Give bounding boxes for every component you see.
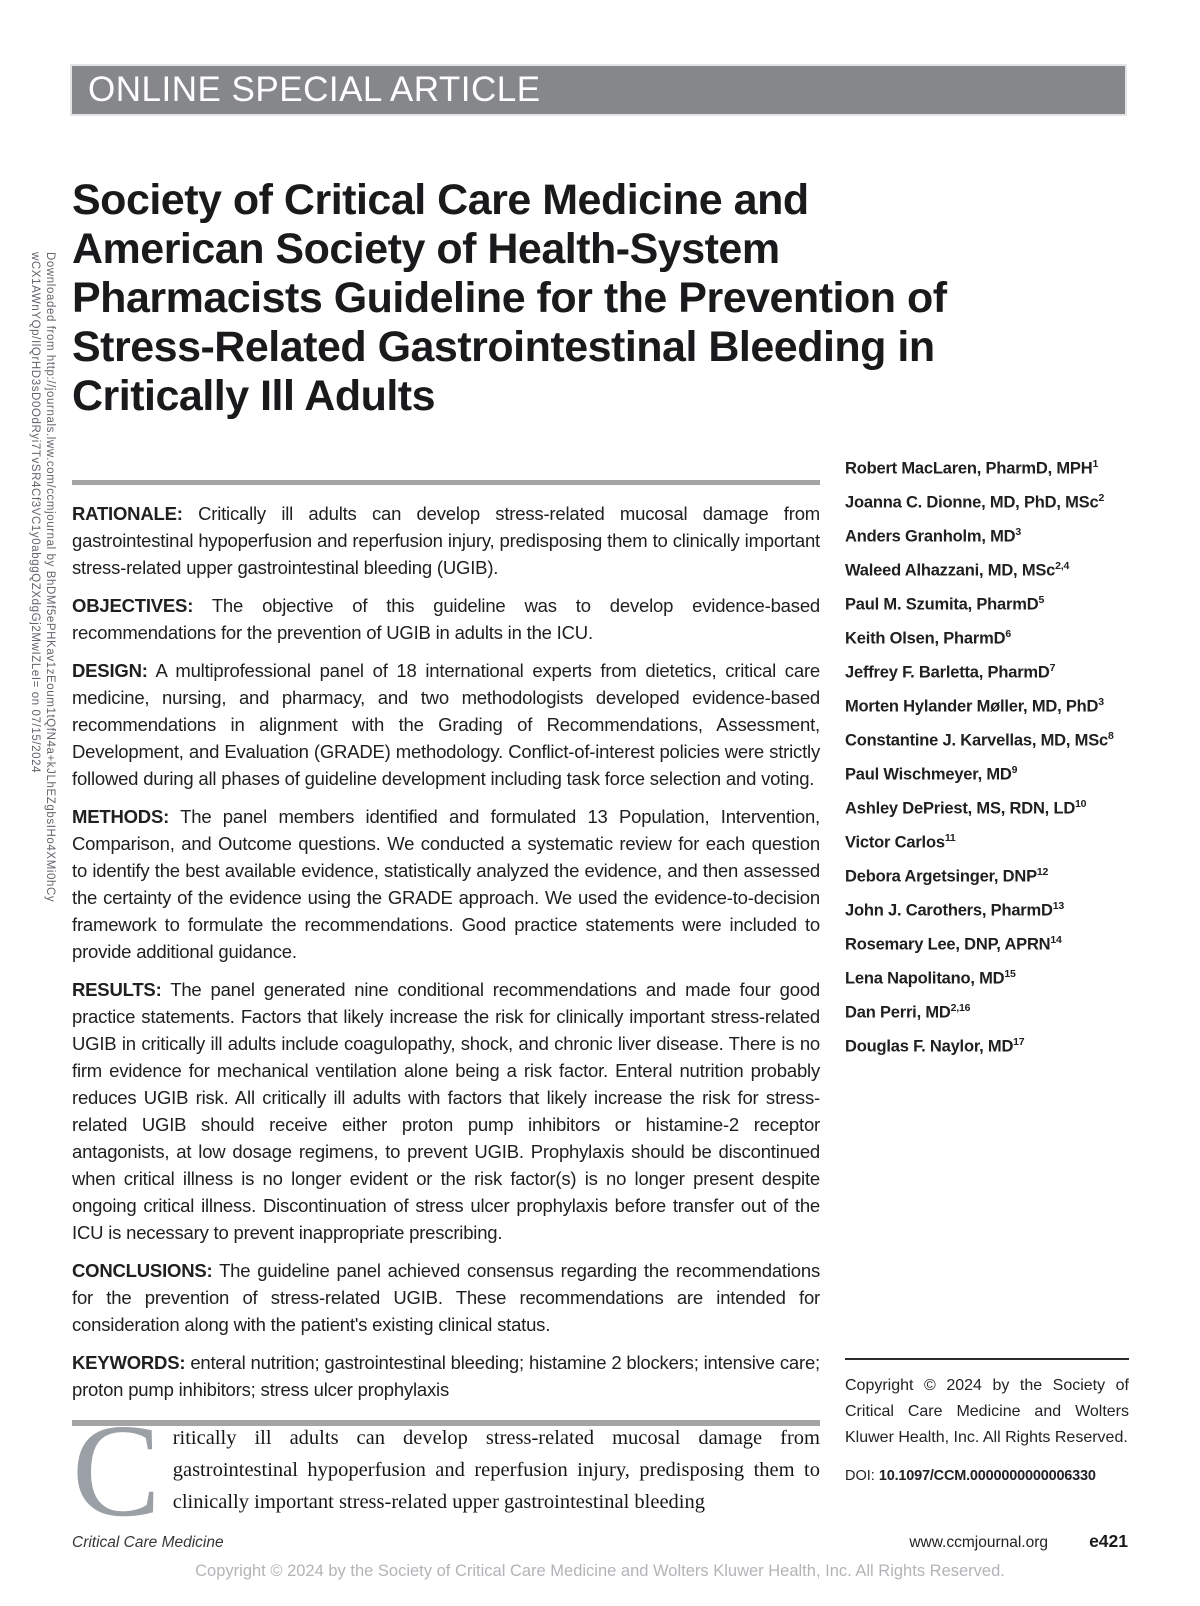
author-name: Robert MacLaren, PharmD, MPH xyxy=(845,459,1093,478)
abstract-section-label: RESULTS: xyxy=(72,979,162,1000)
abstract-section: RESULTS: The panel generated nine condit… xyxy=(72,976,820,1246)
author-affiliation-superscript: 2,4 xyxy=(1055,560,1070,572)
abstract-bottom-rule xyxy=(72,1420,820,1426)
author-row: Keith Olsen, PharmD6 xyxy=(845,620,1145,654)
author-affiliation-superscript: 5 xyxy=(1038,594,1045,606)
author-row: Paul M. Szumita, PharmD5 xyxy=(845,586,1145,620)
download-watermark-line-2: wCX1AWnYQp/IlQrHD3sD0OdRyi7TvSR4Cf3VC1y0… xyxy=(29,252,41,774)
author-name: Paul M. Szumita, PharmD xyxy=(845,595,1039,614)
abstract-section-text: The panel generated nine conditional rec… xyxy=(72,979,820,1243)
author-row: Robert MacLaren, PharmD, MPH1 xyxy=(845,450,1145,484)
author-name: Debora Argetsinger, DNP xyxy=(845,867,1037,886)
author-row: Paul Wischmeyer, MD9 xyxy=(845,756,1145,790)
abstract-section: RATIONALE: Critically ill adults can dev… xyxy=(72,500,820,581)
author-row: Dan Perri, MD2,16 xyxy=(845,994,1145,1028)
author-name: Morten Hylander Møller, MD, PhD xyxy=(845,697,1099,716)
author-affiliation-superscript: 2,16 xyxy=(950,1002,971,1014)
author-row: Ashley DePriest, MS, RDN, LD10 xyxy=(845,790,1145,824)
author-affiliation-superscript: 2 xyxy=(1098,492,1105,504)
abstract-section: METHODS: The panel members identified an… xyxy=(72,803,820,965)
abstract-column: RATIONALE: Critically ill adults can dev… xyxy=(72,480,820,1426)
abstract-section: DESIGN: A multiprofessional panel of 18 … xyxy=(72,657,820,792)
article-type-banner: ONLINE SPECIAL ARTICLE xyxy=(70,64,1127,116)
author-affiliation-superscript: 10 xyxy=(1075,798,1087,810)
doi-value: 10.1097/CCM.0000000000006330 xyxy=(878,1468,1096,1484)
author-affiliation-superscript: 15 xyxy=(1004,968,1016,980)
abstract-section-label: CONCLUSIONS: xyxy=(72,1260,213,1281)
author-affiliation-superscript: 13 xyxy=(1052,900,1065,912)
author-affiliation-superscript: 1 xyxy=(1092,458,1099,470)
footer-journal-name: Critical Care Medicine xyxy=(72,1534,224,1551)
article-type-label: ONLINE SPECIAL ARTICLE xyxy=(88,70,541,109)
download-watermark-line-1: Downloaded from http://journals.lww.com/… xyxy=(44,252,56,903)
author-row: Joanna C. Dionne, MD, PhD, MSc2 xyxy=(845,484,1145,518)
author-name: Rosemary Lee, DNP, APRN xyxy=(845,935,1051,954)
author-row: John J. Carothers, PharmD13 xyxy=(845,892,1145,926)
author-row: Constantine J. Karvellas, MD, MSc8 xyxy=(845,722,1145,756)
author-name: John J. Carothers, PharmD xyxy=(845,901,1053,920)
abstract-section-text: Critically ill adults can develop stress… xyxy=(72,503,820,578)
author-affiliation-superscript: 9 xyxy=(1011,764,1018,776)
author-affiliation-superscript: 11 xyxy=(944,832,956,844)
copyright-box: Copyright © 2024 by the Society of Criti… xyxy=(845,1358,1129,1484)
author-name: Douglas F. Naylor, MD xyxy=(845,1037,1014,1056)
author-row: Morten Hylander Møller, MD, PhD3 xyxy=(845,688,1145,722)
article-title: Society of Critical Care Medicine and Am… xyxy=(72,176,947,420)
abstract-section-text: enteral nutrition; gastrointestinal blee… xyxy=(72,1352,820,1400)
dropcap-letter: C xyxy=(72,1396,161,1544)
abstract-section: OBJECTIVES: The objective of this guidel… xyxy=(72,592,820,646)
doi-label: DOI: xyxy=(845,1468,879,1484)
author-row: Douglas F. Naylor, MD17 xyxy=(845,1028,1145,1062)
author-name: Joanna C. Dionne, MD, PhD, MSc xyxy=(845,493,1099,512)
abstract-section-text: The guideline panel achieved consensus r… xyxy=(72,1260,821,1335)
author-affiliation-superscript: 3 xyxy=(1098,696,1104,708)
abstract-section-label: DESIGN: xyxy=(72,660,148,681)
author-row: Waleed Alhazzani, MD, MSc2,4 xyxy=(845,552,1145,586)
author-name: Victor Carlos xyxy=(845,833,945,852)
abstract-section-label: KEYWORDS: xyxy=(72,1352,186,1373)
author-row: Jeffrey F. Barletta, PharmD7 xyxy=(845,654,1145,688)
abstract-section-text: The panel members identified and formula… xyxy=(72,806,820,962)
author-affiliation-superscript: 17 xyxy=(1013,1036,1025,1048)
author-name: Keith Olsen, PharmD xyxy=(845,629,1006,648)
author-name: Waleed Alhazzani, MD, MSc xyxy=(845,561,1056,580)
doi-line: DOI: 10.1097/CCM.0000000000006330 xyxy=(845,1468,1129,1484)
footer-website: www.ccmjournal.org xyxy=(909,1534,1048,1551)
abstract-section: KEYWORDS: enteral nutrition; gastrointes… xyxy=(72,1349,820,1403)
author-affiliation-superscript: 3 xyxy=(1015,526,1022,538)
author-affiliation-superscript: 6 xyxy=(1005,628,1011,640)
author-row: Debora Argetsinger, DNP12 xyxy=(845,858,1145,892)
author-name: Anders Granholm, MD xyxy=(845,527,1016,546)
author-name: Constantine J. Karvellas, MD, MSc xyxy=(845,731,1108,750)
abstract-section-label: RATIONALE: xyxy=(72,503,183,524)
abstract-section-label: OBJECTIVES: xyxy=(72,595,194,616)
abstract-section-label: METHODS: xyxy=(72,806,170,827)
abstract-top-rule xyxy=(72,480,820,485)
author-affiliation-superscript: 8 xyxy=(1107,730,1114,742)
abstract-section-text: A multiprofessional panel of 18 internat… xyxy=(72,660,820,789)
footer-copyright-line: Copyright © 2024 by the Society of Criti… xyxy=(195,1562,1005,1580)
abstract-section-text: The objective of this guideline was to d… xyxy=(72,595,820,643)
author-row: Rosemary Lee, DNP, APRN14 xyxy=(845,926,1145,960)
intro-text: ritically ill adults can develop stress-… xyxy=(172,1427,820,1513)
author-affiliation-superscript: 12 xyxy=(1036,866,1049,878)
author-row: Lena Napolitano, MD15 xyxy=(845,960,1145,994)
author-row: Anders Granholm, MD3 xyxy=(845,518,1145,552)
abstract-section: CONCLUSIONS: The guideline panel achieve… xyxy=(72,1257,820,1338)
author-row: Victor Carlos11 xyxy=(845,824,1145,858)
author-name: Lena Napolitano, MD xyxy=(845,969,1005,988)
author-affiliation-superscript: 14 xyxy=(1050,934,1062,946)
author-name: Ashley DePriest, MS, RDN, LD xyxy=(845,799,1076,818)
copyright-text: Copyright © 2024 by the Society of Criti… xyxy=(845,1377,1129,1446)
author-affiliation-superscript: 7 xyxy=(1049,662,1056,674)
footer-page-number: e421 xyxy=(1089,1531,1128,1551)
author-name: Jeffrey F. Barletta, PharmD xyxy=(845,663,1050,682)
author-name: Paul Wischmeyer, MD xyxy=(845,765,1012,784)
author-name: Dan Perri, MD xyxy=(845,1003,951,1022)
abstract-sections: RATIONALE: Critically ill adults can dev… xyxy=(72,500,820,1403)
download-watermark: Downloaded from http://journals.lww.com/… xyxy=(27,252,57,902)
author-list: Robert MacLaren, PharmD, MPH1 Joanna C. … xyxy=(845,450,1145,1062)
